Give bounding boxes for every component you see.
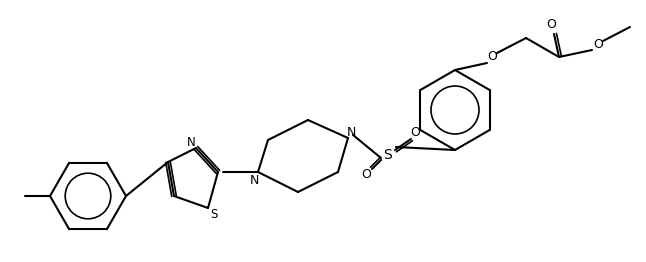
Text: N: N: [346, 127, 356, 139]
Text: O: O: [410, 127, 420, 139]
Text: O: O: [593, 39, 603, 52]
Text: S: S: [384, 148, 392, 162]
Text: O: O: [546, 18, 556, 30]
Text: O: O: [487, 51, 497, 63]
Text: S: S: [211, 208, 218, 221]
Text: N: N: [187, 135, 195, 149]
Text: O: O: [361, 167, 371, 181]
Text: N: N: [249, 173, 258, 187]
